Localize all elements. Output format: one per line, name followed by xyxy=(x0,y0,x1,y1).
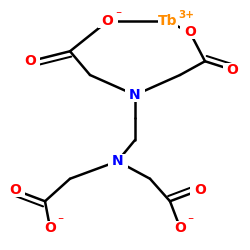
Text: N: N xyxy=(129,88,141,102)
Text: ⁻: ⁻ xyxy=(188,216,194,228)
FancyBboxPatch shape xyxy=(180,26,200,39)
Text: O: O xyxy=(9,183,21,197)
Text: ⁻: ⁻ xyxy=(58,216,64,228)
FancyBboxPatch shape xyxy=(5,183,25,197)
Text: O: O xyxy=(184,26,196,40)
FancyBboxPatch shape xyxy=(125,88,145,102)
Text: O: O xyxy=(102,14,114,28)
Text: N: N xyxy=(112,154,123,168)
Text: 3+: 3+ xyxy=(178,10,194,20)
Text: O: O xyxy=(174,220,186,234)
FancyBboxPatch shape xyxy=(170,220,190,234)
Text: O: O xyxy=(24,54,36,68)
Text: O: O xyxy=(226,63,238,77)
Text: Tb: Tb xyxy=(158,14,177,28)
FancyBboxPatch shape xyxy=(20,54,40,68)
FancyBboxPatch shape xyxy=(222,63,242,77)
FancyBboxPatch shape xyxy=(108,154,128,168)
FancyBboxPatch shape xyxy=(158,14,178,28)
Text: O: O xyxy=(44,220,56,234)
FancyBboxPatch shape xyxy=(98,14,117,28)
FancyBboxPatch shape xyxy=(190,183,210,197)
Text: ⁻: ⁻ xyxy=(115,9,121,22)
Text: O: O xyxy=(194,183,206,197)
FancyBboxPatch shape xyxy=(40,220,60,234)
